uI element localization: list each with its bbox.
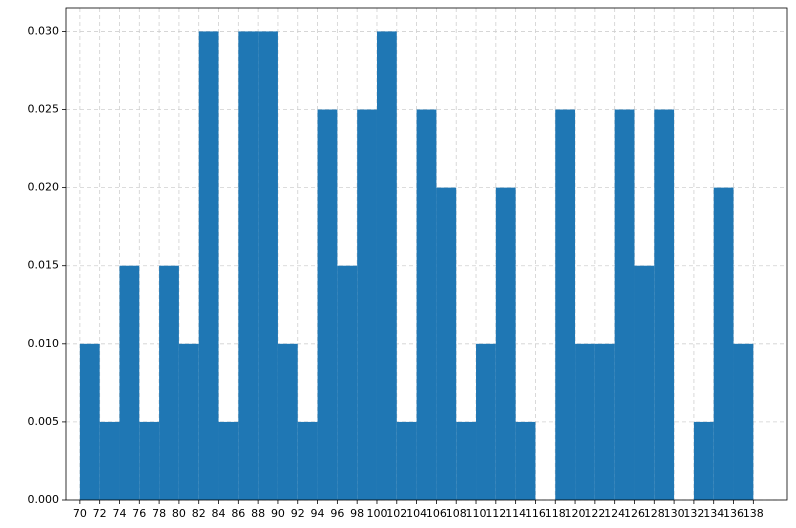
y-tick-label: 0.000 bbox=[28, 493, 60, 506]
bar bbox=[713, 187, 734, 500]
bar bbox=[337, 265, 358, 500]
bar bbox=[238, 31, 259, 501]
bar bbox=[476, 343, 496, 500]
axes-frame bbox=[65, 7, 788, 501]
x-tick-label: 96 bbox=[330, 507, 344, 520]
bar bbox=[634, 265, 655, 500]
x-tick-label: 134 bbox=[703, 507, 724, 520]
x-tick-label: 120 bbox=[565, 507, 586, 520]
bar bbox=[733, 343, 754, 500]
x-tick-label: 116 bbox=[525, 507, 546, 520]
x-tick-label: 86 bbox=[231, 507, 245, 520]
x-tick-label: 104 bbox=[406, 507, 427, 520]
x-tick-label: 136 bbox=[723, 507, 744, 520]
bar bbox=[654, 109, 675, 501]
x-tick-label: 88 bbox=[251, 507, 265, 520]
x-tick-label: 114 bbox=[505, 507, 526, 520]
x-tick-label: 110 bbox=[466, 507, 487, 520]
bar bbox=[159, 265, 179, 500]
y-tick-label: 0.030 bbox=[28, 24, 60, 37]
bar bbox=[178, 343, 199, 500]
bar bbox=[277, 343, 298, 500]
bar bbox=[357, 109, 377, 501]
x-tick-label: 78 bbox=[152, 507, 166, 520]
bar bbox=[693, 421, 714, 500]
x-tick-label: 92 bbox=[291, 507, 305, 520]
y-tick-label: 0.015 bbox=[28, 259, 60, 272]
x-tick-label: 90 bbox=[271, 507, 285, 520]
x-tick-label: 70 bbox=[73, 507, 87, 520]
x-tick-label: 74 bbox=[112, 507, 126, 520]
x-tick-label: 106 bbox=[426, 507, 447, 520]
x-tick-label: 108 bbox=[446, 507, 467, 520]
bar bbox=[436, 187, 457, 500]
bar bbox=[297, 421, 318, 500]
x-tick-label: 128 bbox=[644, 507, 665, 520]
x-tick-label: 130 bbox=[664, 507, 685, 520]
x-tick-label: 112 bbox=[485, 507, 506, 520]
bar bbox=[376, 31, 397, 501]
bar bbox=[198, 31, 219, 501]
bar bbox=[495, 187, 516, 500]
bar bbox=[416, 109, 437, 501]
x-tick-label: 124 bbox=[604, 507, 625, 520]
bar bbox=[99, 421, 120, 500]
x-tick-label: 138 bbox=[743, 507, 764, 520]
bar bbox=[79, 343, 100, 500]
bar bbox=[555, 109, 576, 501]
bar bbox=[317, 109, 338, 501]
bar bbox=[614, 109, 635, 501]
bar bbox=[139, 421, 160, 500]
x-tick-label: 84 bbox=[212, 507, 226, 520]
y-tick-label: 0.020 bbox=[28, 181, 60, 194]
x-tick-label: 80 bbox=[172, 507, 186, 520]
x-tick-label: 118 bbox=[545, 507, 566, 520]
bar bbox=[515, 421, 536, 500]
bar bbox=[258, 31, 278, 501]
ticks: 0.000 0.005 0.010 0.015 0.020 0.025 0.030 70 72 7… bbox=[28, 24, 764, 520]
bar bbox=[218, 421, 239, 500]
y-tick-label: 0.005 bbox=[28, 415, 60, 428]
bar bbox=[119, 265, 140, 500]
x-tick-label: 126 bbox=[624, 507, 645, 520]
x-tick-label: 72 bbox=[93, 507, 107, 520]
bar bbox=[575, 343, 595, 500]
y-tick-label: 0.025 bbox=[28, 103, 60, 116]
x-tick-label: 82 bbox=[192, 507, 206, 520]
x-tick-label: 100 bbox=[366, 507, 387, 520]
x-tick-label: 76 bbox=[132, 507, 146, 520]
x-tick-label: 98 bbox=[350, 507, 364, 520]
x-tick-label: 122 bbox=[584, 507, 605, 520]
bar bbox=[456, 421, 477, 500]
bar bbox=[594, 343, 615, 500]
x-tick-label: 94 bbox=[311, 507, 325, 520]
bars bbox=[79, 31, 754, 501]
y-tick-label: 0.010 bbox=[28, 337, 60, 350]
x-tick-label: 132 bbox=[683, 507, 704, 520]
bar bbox=[396, 421, 417, 500]
x-tick-label: 102 bbox=[386, 507, 407, 520]
